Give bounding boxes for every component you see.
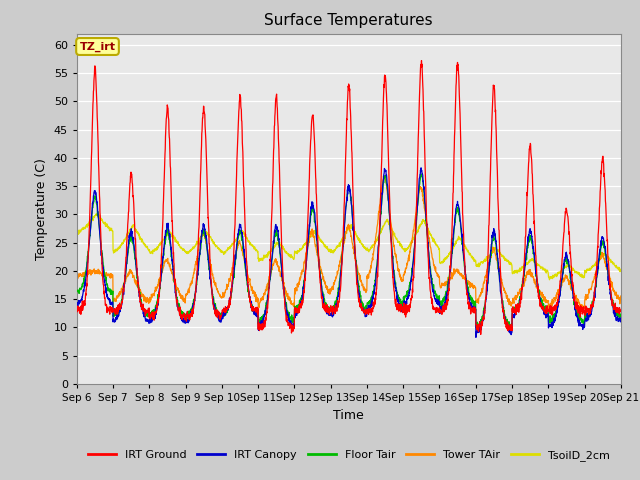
Title: Surface Temperatures: Surface Temperatures [264, 13, 433, 28]
X-axis label: Time: Time [333, 408, 364, 421]
Y-axis label: Temperature (C): Temperature (C) [35, 158, 48, 260]
Legend: IRT Ground, IRT Canopy, Floor Tair, Tower TAir, TsoilD_2cm: IRT Ground, IRT Canopy, Floor Tair, Towe… [84, 445, 614, 466]
Text: TZ_irt: TZ_irt [79, 41, 115, 52]
